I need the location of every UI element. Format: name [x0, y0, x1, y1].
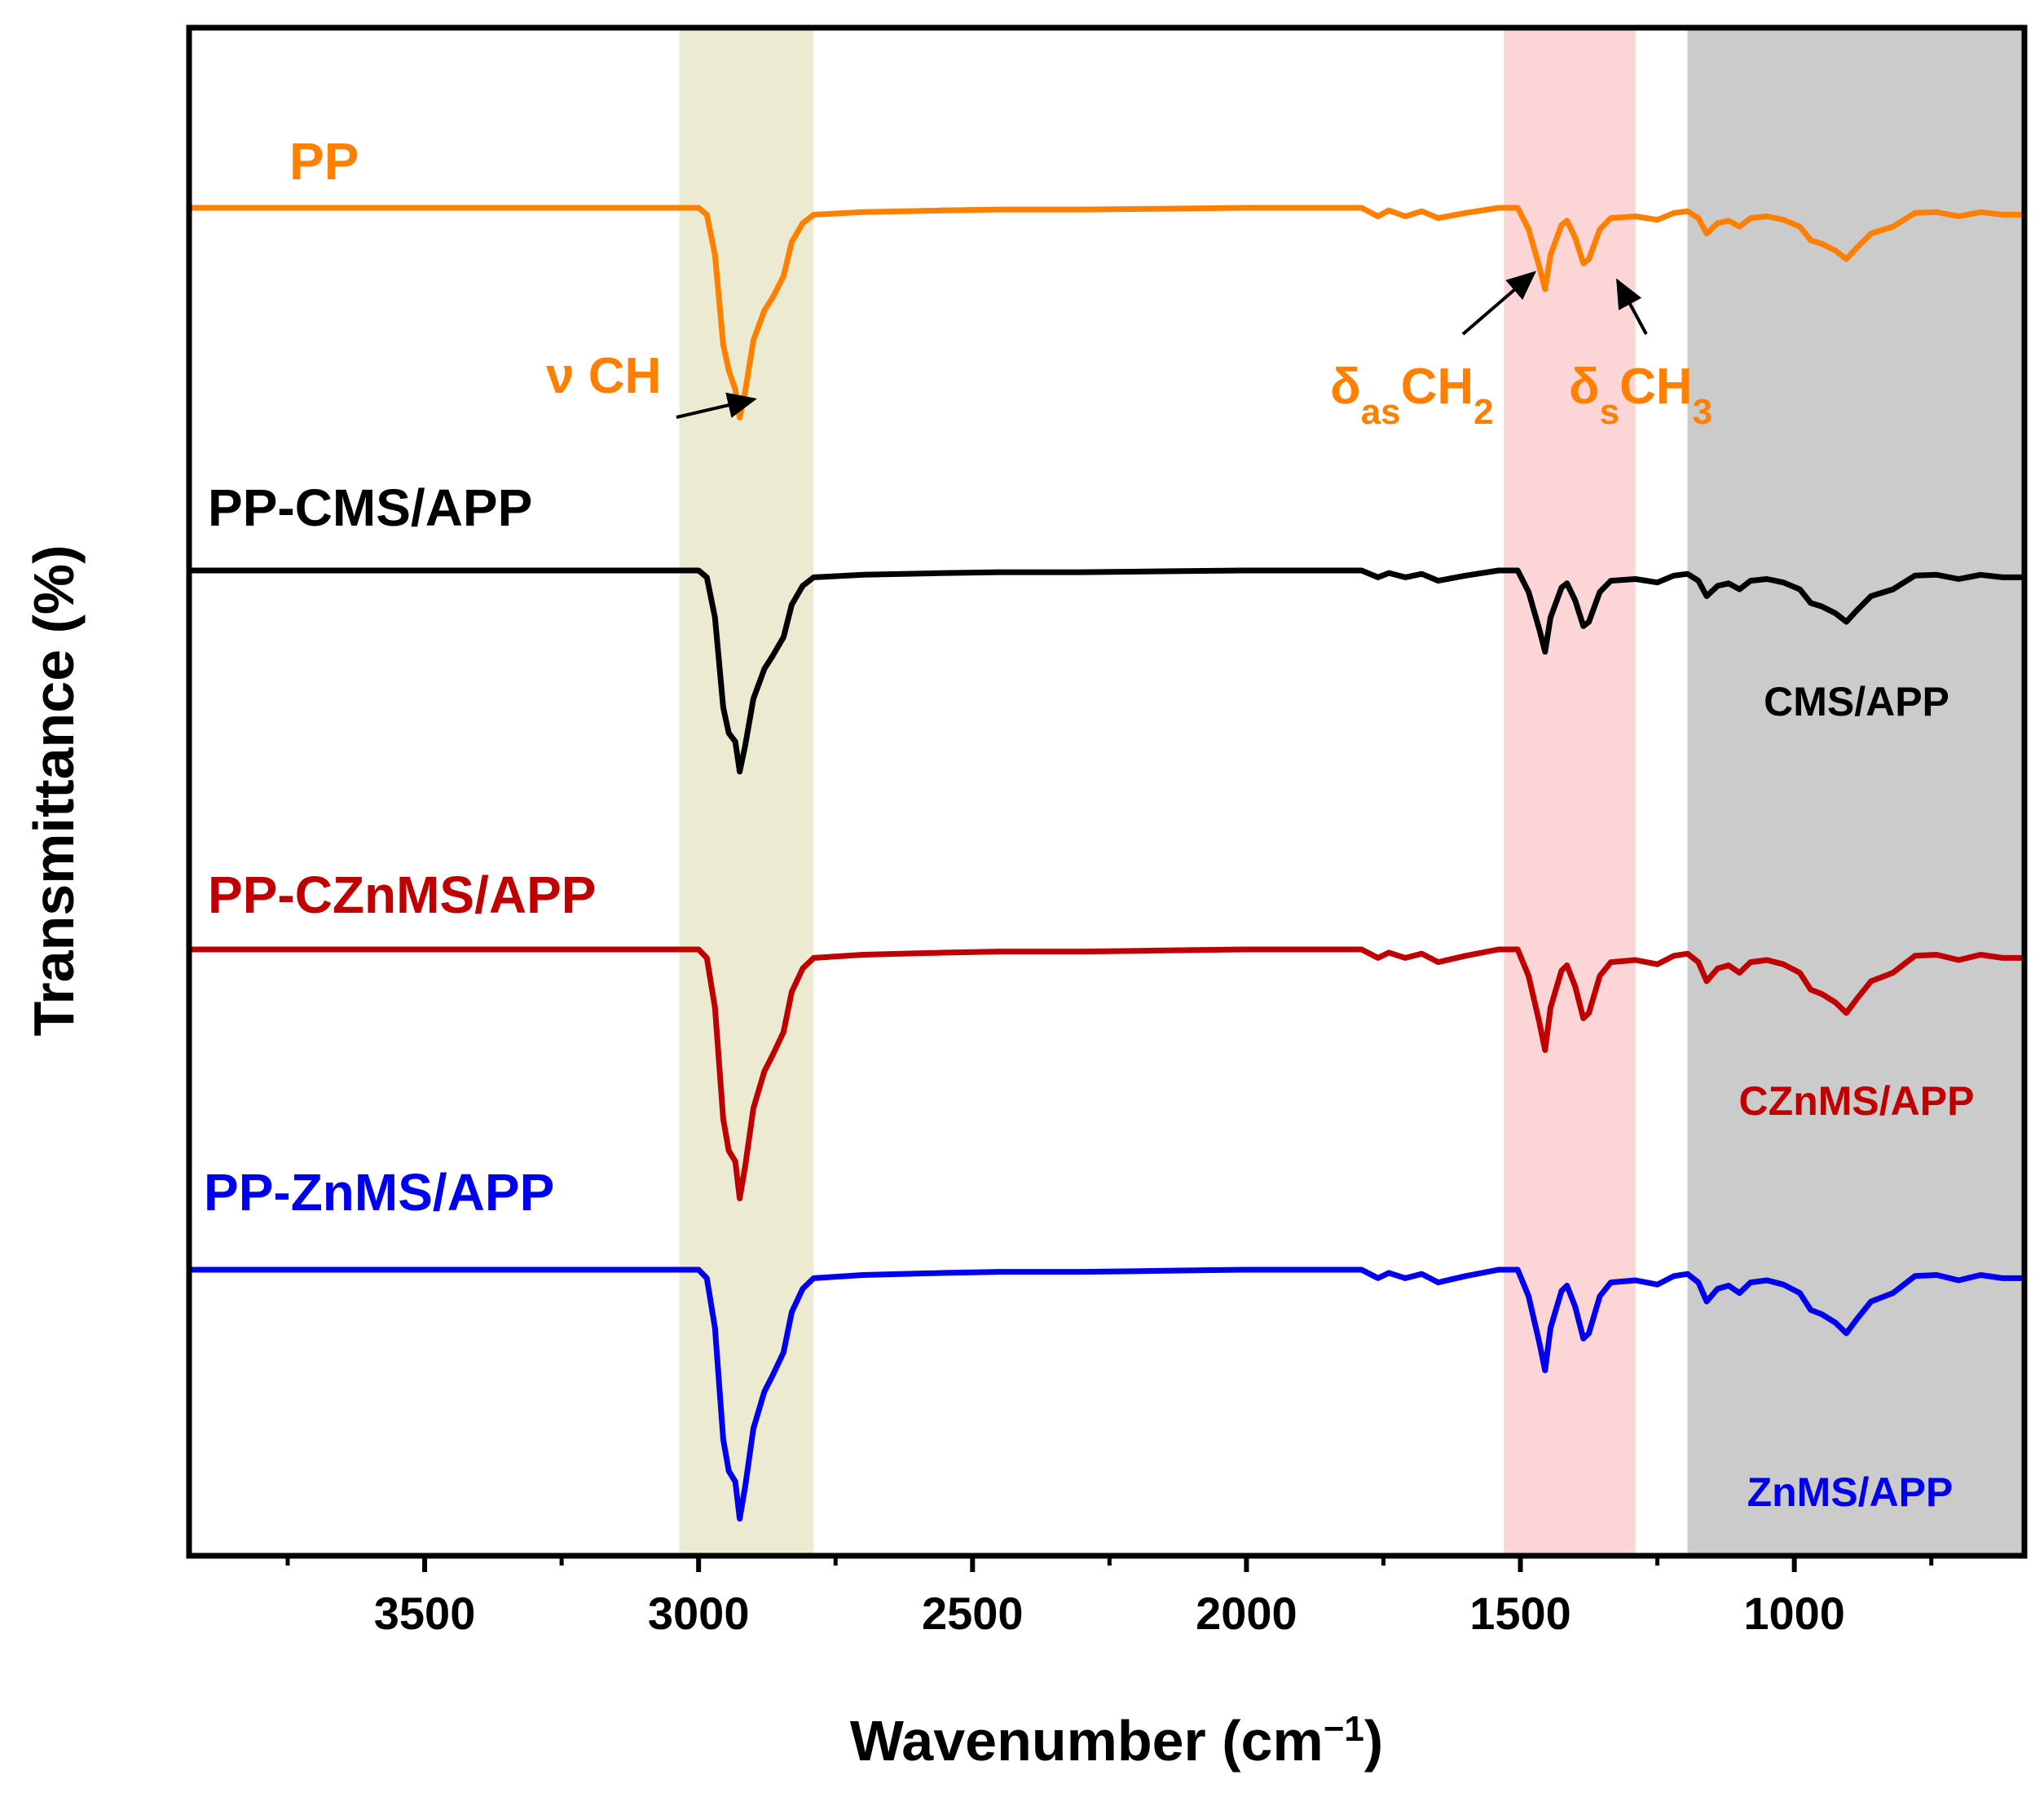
- series-line-pp-cms-app: [186, 567, 2028, 775]
- x-tick-label: 1500: [1469, 1588, 1571, 1639]
- shaded-region-ch-stretch-band: [679, 28, 814, 1556]
- x-tick-label: 2000: [1196, 1588, 1297, 1639]
- x-tick-label: 1000: [1743, 1588, 1845, 1639]
- annotation-delta-s-ch3: δsCH3: [1569, 359, 1712, 432]
- arrow-delta-s-ch3: [1616, 278, 1648, 335]
- x-tick-label: 2500: [922, 1588, 1024, 1639]
- series-label-pp-czn-ms-app: PP-CZnMS/APP: [208, 865, 596, 924]
- x-tick-label: 3500: [374, 1588, 476, 1639]
- arrow-delta-as-ch2: [1461, 271, 1537, 336]
- band-label-czn-ms-app: CZnMS/APP: [1739, 1078, 1975, 1124]
- series-line-pp-cznms-app: [186, 946, 2028, 1201]
- series-label-pp-znms-app: PP-ZnMS/APP: [204, 1163, 554, 1222]
- plot-frame: [186, 24, 2028, 1559]
- x-axis-title: Wavenumber (cm−1): [850, 1709, 1383, 1773]
- series-line-pp-znms-app: [186, 1266, 2028, 1522]
- x-tick-label: 3000: [648, 1588, 750, 1639]
- annotation-nu-ch: ν CH: [546, 348, 661, 404]
- series-label-pp: PP: [289, 132, 359, 191]
- series-label-pp-cms-app: PP-CMS/APP: [208, 478, 532, 537]
- band-label-cms-app: CMS/APP: [1764, 679, 1949, 725]
- band-label-znms-app: ZnMS/APP: [1747, 1469, 1954, 1515]
- shaded-region-fr-band: [1687, 28, 2024, 1556]
- y-axis-title: Transmittance (%): [22, 545, 86, 1037]
- annotation-delta-as-ch2: δasCH2: [1330, 359, 1494, 432]
- shaded-region-ch-bend-band: [1504, 28, 1636, 1556]
- arrow-nu-ch: [676, 392, 757, 419]
